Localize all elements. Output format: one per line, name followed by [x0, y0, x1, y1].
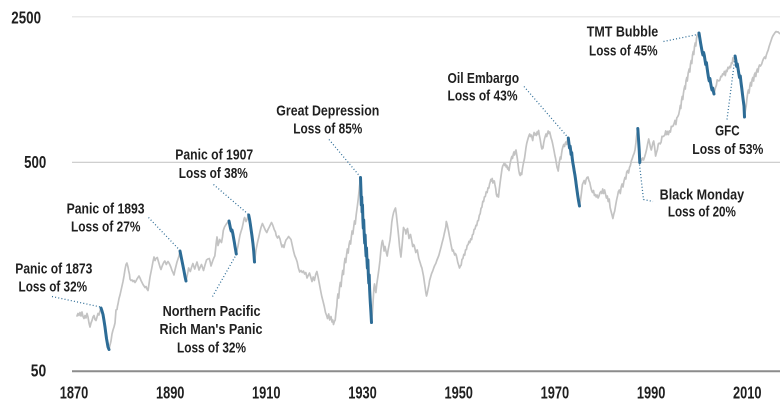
svg-text:50: 50: [31, 361, 47, 381]
svg-text:Loss of 32%: Loss of 32%: [19, 279, 88, 296]
svg-text:Loss of 45%: Loss of 45%: [589, 43, 658, 60]
svg-text:1870: 1870: [60, 383, 89, 403]
svg-text:Panic of 1873: Panic of 1873: [15, 261, 92, 278]
svg-text:1950: 1950: [444, 383, 473, 403]
svg-text:Loss of 85%: Loss of 85%: [293, 121, 362, 138]
svg-text:Loss of 27%: Loss of 27%: [71, 219, 141, 236]
svg-text:Panic of 1907: Panic of 1907: [175, 147, 253, 164]
svg-text:500: 500: [24, 152, 46, 172]
svg-text:GFC: GFC: [715, 123, 740, 140]
svg-text:1890: 1890: [156, 383, 185, 403]
svg-text:1910: 1910: [252, 383, 281, 403]
svg-text:Loss of 53%: Loss of 53%: [692, 141, 763, 158]
svg-text:2500: 2500: [11, 7, 41, 27]
svg-text:Oil Embargo: Oil Embargo: [448, 70, 520, 87]
svg-text:1990: 1990: [637, 383, 666, 403]
svg-text:Panic of 1893: Panic of 1893: [67, 201, 145, 218]
svg-text:Loss of 20%: Loss of 20%: [668, 204, 736, 221]
svg-text:2010: 2010: [733, 383, 762, 403]
svg-text:Black Monday: Black Monday: [660, 187, 745, 204]
svg-text:Northern Pacific: Northern Pacific: [163, 303, 261, 320]
svg-text:Loss of 43%: Loss of 43%: [448, 88, 518, 105]
svg-text:Great Depression: Great Depression: [276, 103, 379, 120]
svg-text:1970: 1970: [541, 383, 570, 403]
svg-text:Loss of 32%: Loss of 32%: [177, 340, 246, 357]
svg-text:Rich Man's Panic: Rich Man's Panic: [160, 321, 263, 338]
svg-text:1930: 1930: [348, 383, 377, 403]
svg-text:TMT Bubble: TMT Bubble: [587, 24, 659, 41]
svg-text:Loss of 38%: Loss of 38%: [179, 165, 248, 182]
